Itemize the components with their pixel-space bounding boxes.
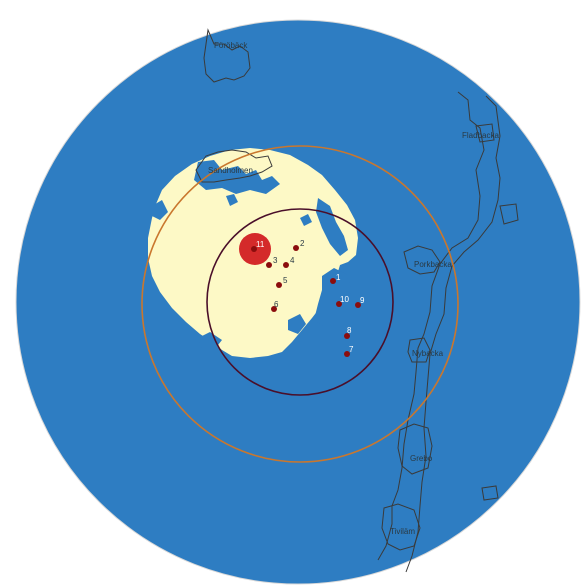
place-label-se-lower: Grebo: [410, 454, 433, 463]
border-east-strip: [377, 91, 485, 561]
shadow-pocket-south: [288, 314, 306, 334]
turbine-marker-7[interactable]: [344, 351, 350, 357]
turbine-marker-2[interactable]: [293, 245, 299, 251]
turbine-label-2: 2: [300, 239, 305, 248]
place-label-south: Tiviläm: [390, 527, 415, 536]
shadow-pocket-north: [194, 160, 280, 194]
place-label-top: Föröbäck: [214, 41, 248, 50]
shadow-pocket-west: [152, 200, 168, 220]
border-top: [203, 28, 251, 83]
turbine-label-8: 8: [347, 326, 352, 335]
turbine-label-6: 6: [274, 300, 279, 309]
border-nybacka: [407, 337, 431, 363]
turbine-marker-10[interactable]: [336, 301, 342, 307]
turbine-marker-9[interactable]: [355, 302, 361, 308]
turbine-label-5: 5: [283, 276, 288, 285]
turbine-marker-6[interactable]: [271, 306, 277, 312]
turbine-marker-8[interactable]: [344, 333, 350, 339]
border-ne-box: [475, 123, 495, 143]
turbine-marker-1[interactable]: [330, 278, 336, 284]
outer-distance-ring: [141, 145, 459, 463]
turbine-label-9: 9: [360, 296, 365, 305]
shadow-pocket-southwest: [198, 332, 222, 350]
shadow-pocket-small-mid: [300, 214, 312, 226]
border-east-box: [499, 203, 519, 225]
turbine-label-10: 10: [340, 295, 349, 304]
turbine-label-1: 1: [336, 273, 341, 282]
turbine-label-11: 11: [256, 240, 265, 249]
turbine-label-7: 7: [349, 345, 354, 354]
turbine-marker-5[interactable]: [276, 282, 282, 288]
border-west-town: [195, 149, 273, 183]
border-east-settlement: [403, 245, 441, 275]
turbine-marker-4[interactable]: [283, 262, 289, 268]
border-tivilam: [381, 503, 421, 551]
place-label-se-upper: Nybacka: [412, 349, 444, 358]
inner-distance-ring: [206, 208, 394, 396]
place-label-east: Porkbacka: [414, 260, 452, 269]
shadow-pocket-small-north: [226, 194, 238, 206]
border-east-strip-inner: [405, 95, 501, 573]
place-label-ne: Fladbacka: [462, 131, 499, 140]
turbine-marker-11[interactable]: [251, 246, 257, 252]
turbine-marker-3[interactable]: [266, 262, 272, 268]
border-grebo: [397, 423, 433, 475]
border-lines: [195, 28, 519, 573]
border-se-box: [481, 485, 499, 501]
place-label-west: Sandholmen: [208, 166, 253, 175]
turbine-group: 1 2 3 4 5 6 7 8 9 10 11: [251, 239, 365, 357]
turbine-label-4: 4: [290, 256, 295, 265]
turbine-label-3: 3: [273, 256, 278, 265]
shadow-pocket-east: [314, 268, 352, 326]
